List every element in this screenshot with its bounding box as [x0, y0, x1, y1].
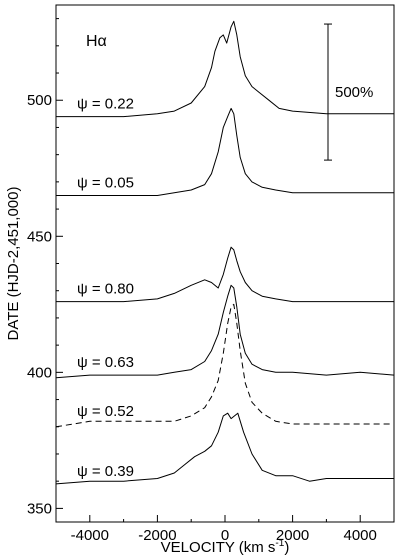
x-tick-label: -2000: [138, 527, 176, 544]
plot-area: 350 400 450 500 -4000 -2000 0 2000 4000 ψ = 0.3…: [27, 4, 395, 544]
spectrum-line: [55, 412, 394, 485]
spectra-group: [55, 20, 395, 485]
phase-label: ψ = 0.22: [77, 96, 134, 113]
plot-frame: [55, 4, 395, 523]
phase-label: ψ = 0.52: [77, 403, 134, 420]
spectrum-line: [55, 303, 394, 428]
x-tick-label: 0: [221, 527, 229, 544]
phase-label: ψ = 0.05: [77, 174, 134, 191]
x-tick-label: 2000: [276, 527, 309, 544]
scale-bar-group: 500%: [324, 23, 373, 161]
phase-label: ψ = 0.63: [77, 354, 134, 371]
spectrum-line: [55, 284, 395, 379]
spectrum-line: [56, 107, 394, 196]
spectrum-line: [56, 246, 394, 303]
x-tick-label: -4000: [71, 527, 109, 544]
spectrum-line: [56, 20, 394, 118]
y-tick-label: 450: [27, 228, 52, 245]
x-axis-ticks: -4000 -2000 0 2000 4000: [55, 515, 395, 544]
phase-label: ψ = 0.80: [77, 281, 134, 298]
phase-labels-group: ψ = 0.39 ψ = 0.52 ψ = 0.63 ψ = 0.80 ψ = 0.05…: [77, 96, 134, 480]
x-tick-label: 4000: [344, 527, 377, 544]
scale-bar-label: 500%: [335, 84, 373, 101]
y-axis-label: DATE (HJD-2,451,000): [5, 187, 22, 341]
y-tick-label: 400: [27, 364, 52, 381]
y-tick-label: 500: [27, 92, 52, 109]
y-axis-ticks: 350 400 450 500: [27, 18, 63, 517]
x-axis-label: VELOCITY (km s-1): [161, 538, 290, 556]
phase-label: ψ = 0.39: [77, 463, 134, 480]
panel-label-halpha: Hα: [86, 33, 107, 50]
y-tick-label: 350: [27, 500, 52, 517]
